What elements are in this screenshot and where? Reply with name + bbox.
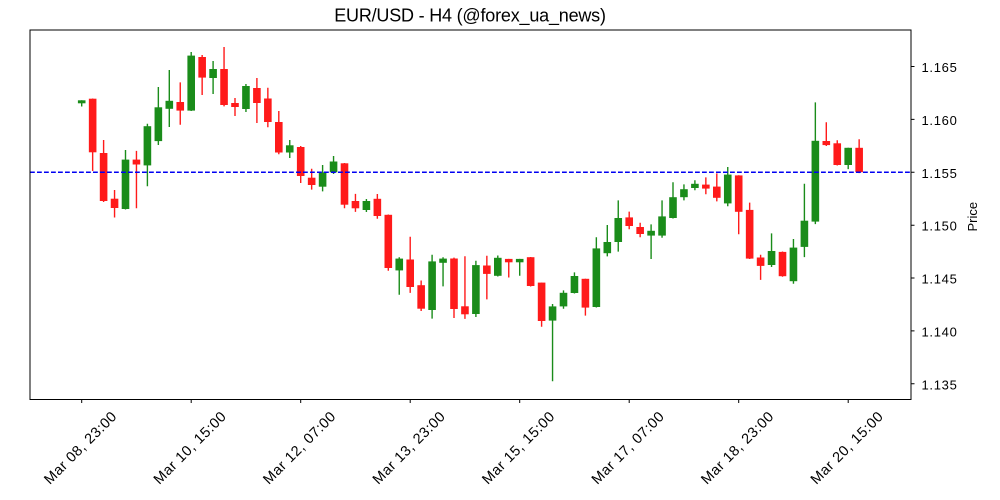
svg-text:1.135: 1.135 <box>922 377 958 392</box>
svg-text:1.150: 1.150 <box>922 219 958 234</box>
svg-text:1.160: 1.160 <box>922 113 958 128</box>
svg-text:1.155: 1.155 <box>922 166 958 181</box>
svg-text:1.165: 1.165 <box>922 60 958 75</box>
svg-text:1.145: 1.145 <box>922 272 958 287</box>
svg-text:1.140: 1.140 <box>922 324 958 339</box>
svg-text:EUR/USD - H4 (@forex_ua_news): EUR/USD - H4 (@forex_ua_news) <box>334 6 606 27</box>
svg-text:Price: Price <box>965 202 980 232</box>
